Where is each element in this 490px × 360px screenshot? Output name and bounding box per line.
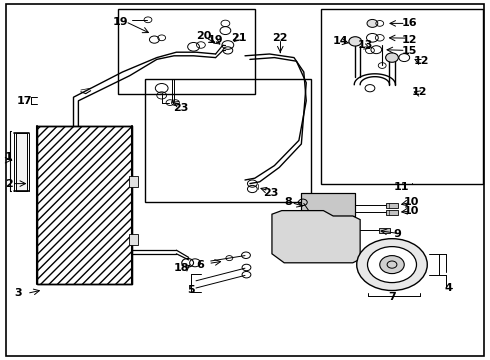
Bar (301, 193, 355, 216)
Bar (118, 9, 255, 94)
Bar (16, 133, 27, 191)
Circle shape (368, 247, 416, 283)
Text: 19: 19 (208, 35, 223, 45)
Circle shape (357, 239, 427, 291)
Bar (379, 228, 390, 233)
Text: 9: 9 (393, 229, 401, 239)
Text: 7: 7 (388, 292, 396, 302)
Bar (129, 176, 138, 187)
Text: 16: 16 (401, 18, 417, 28)
Text: 17: 17 (17, 96, 32, 106)
Text: 5: 5 (187, 285, 195, 295)
Text: 10: 10 (404, 197, 419, 207)
Text: 18: 18 (173, 263, 189, 273)
Circle shape (380, 256, 404, 274)
Circle shape (367, 19, 378, 27)
Bar (321, 9, 483, 184)
Bar (386, 210, 398, 215)
Text: 13: 13 (357, 40, 373, 50)
Text: 3: 3 (15, 288, 23, 298)
Text: 19: 19 (112, 17, 128, 27)
Text: 1: 1 (5, 152, 13, 162)
Text: 21: 21 (231, 33, 247, 43)
Text: 6: 6 (196, 260, 204, 270)
Text: 8: 8 (284, 197, 292, 207)
Bar (37, 126, 132, 284)
Text: 11: 11 (394, 182, 410, 192)
Text: 23: 23 (173, 103, 189, 113)
Text: 10: 10 (404, 206, 419, 216)
Text: 14: 14 (333, 36, 348, 46)
Circle shape (349, 37, 362, 46)
Bar (37, 126, 132, 284)
Polygon shape (272, 211, 360, 263)
Text: 4: 4 (444, 283, 452, 293)
Text: 12: 12 (414, 56, 429, 66)
Text: 23: 23 (263, 188, 278, 198)
Text: 20: 20 (196, 31, 211, 41)
Text: 2: 2 (5, 179, 13, 189)
Bar (301, 193, 355, 216)
Bar (129, 234, 138, 245)
Text: 12: 12 (411, 87, 427, 97)
Text: 15: 15 (401, 46, 417, 57)
Text: 22: 22 (272, 33, 288, 43)
Text: 12: 12 (401, 35, 417, 45)
Bar (145, 79, 311, 202)
Bar (386, 203, 398, 208)
Circle shape (386, 53, 398, 62)
